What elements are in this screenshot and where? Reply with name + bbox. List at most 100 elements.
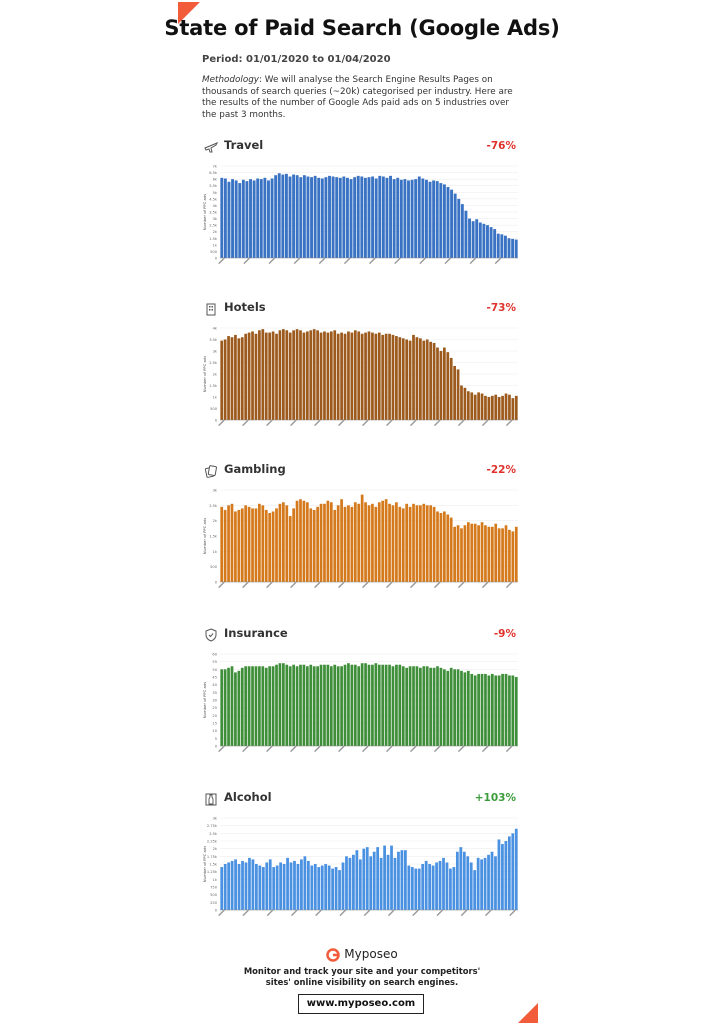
bar [490,673,494,746]
bar [449,667,453,746]
x-tick-label [266,745,273,753]
x-tick-label [242,909,250,917]
bar [275,865,279,910]
x-tick-label [433,419,441,427]
y-tick-label: 1k [213,243,218,247]
y-tick-label: 55 [212,660,217,664]
bar [258,330,261,420]
bar [288,332,292,420]
bar [234,859,237,910]
x-tick-label [338,581,345,589]
bar [247,332,251,420]
bar [421,864,425,910]
bar [494,523,498,582]
bar [333,330,337,420]
bar [289,862,293,910]
bar [274,175,278,258]
bar [374,663,378,746]
y-tick-label: 5 [215,737,217,741]
bar [251,666,254,746]
bar [511,833,515,910]
bar [388,664,391,746]
bar [412,503,415,582]
bar [487,675,491,746]
bar [275,664,278,746]
bar [313,864,317,910]
bar [237,338,241,420]
x-tick-label [481,419,489,427]
bar [391,666,395,746]
bar [463,387,467,420]
y-tick-label: 500 [210,250,218,254]
bar [484,673,487,746]
bar [496,233,500,258]
y-tick-label: 1k [213,878,218,882]
bar [457,198,461,258]
bar [477,392,480,420]
bar [511,675,515,746]
bar [292,508,296,582]
section-travel: Travel -76% 0 500 1k 1.5k 2k 2.5k 3k 3.5k 4k 4.5k… [202,138,524,288]
bar [309,508,313,582]
page-title: State of Paid Search (Google Ads) [164,16,560,40]
bar [497,397,501,420]
bar [302,175,306,258]
bar [240,337,244,420]
bar [376,847,380,910]
bar [452,867,456,910]
y-tick-label: 2.75k [207,824,218,828]
x-tick-label [338,745,345,753]
bar [227,181,231,258]
bar [504,525,508,582]
bar [310,177,313,258]
bar [385,177,389,258]
bar [292,174,296,258]
bar [511,531,515,582]
bar [323,664,326,746]
y-tick-label: 0 [215,581,218,585]
x-tick-label [293,257,301,265]
bar [264,332,268,420]
bar [395,336,398,420]
change-value: -73% [486,302,517,314]
bar [268,666,272,746]
bar [501,395,504,420]
bar [227,336,230,420]
bar [511,238,515,258]
website-link[interactable]: www.myposeo.com [298,994,424,1014]
methodology-text: Methodology: We will analyse the Search … [202,75,524,121]
bar [371,176,375,258]
bar [439,513,443,582]
bar [405,339,409,420]
x-tick-label [339,909,347,917]
y-tick-label: 500 [210,407,218,411]
bar [220,177,224,258]
bar [381,500,385,582]
bar [353,664,357,746]
bar [415,666,419,746]
bar [475,219,479,258]
bar [323,331,326,420]
bar [234,511,237,582]
bar [299,330,302,420]
bar [336,505,340,582]
bar [407,865,411,910]
bar [473,870,477,910]
bar [285,505,289,582]
bar [272,867,276,910]
y-tick-label: 5k [213,191,218,195]
bar [348,857,352,910]
bar [328,175,331,258]
y-tick-label: 30 [212,699,217,703]
bar [408,340,412,420]
bar [306,176,310,258]
bar [234,334,237,420]
y-tick-label: 2.5k [209,224,218,228]
change-value: -22% [486,464,517,476]
x-tick-label [218,581,225,589]
bar [316,666,319,746]
bar [438,860,442,910]
bar [415,505,419,582]
x-tick-label [481,745,489,753]
bar [501,528,504,582]
